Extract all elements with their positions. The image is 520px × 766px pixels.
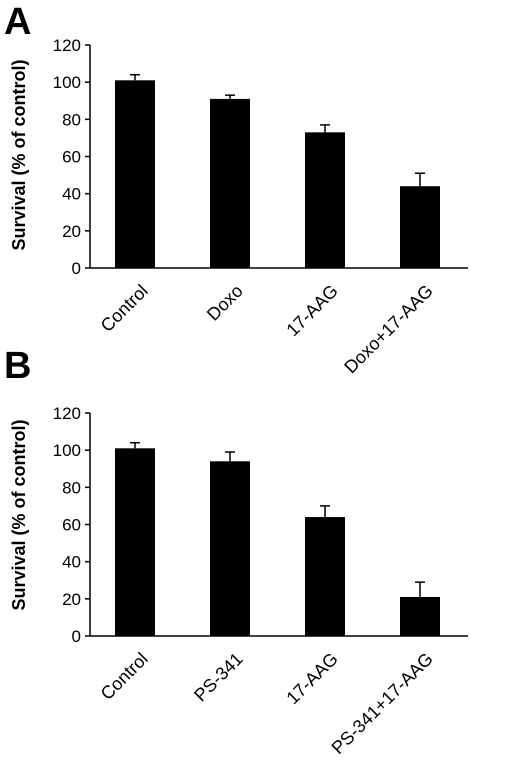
bars <box>115 73 440 269</box>
y-tick-label: 120 <box>53 404 81 423</box>
bar <box>305 517 345 636</box>
bar <box>210 461 250 636</box>
y-tick-label: 40 <box>62 185 81 204</box>
panel-a: A Survival (% of control) 0 20 40 60 80 100 12… <box>4 1 468 377</box>
category-label: Control <box>97 281 152 336</box>
bar <box>115 80 155 268</box>
bar <box>210 98 250 269</box>
category-label: Doxo <box>203 281 247 325</box>
panel-label: B <box>4 345 31 387</box>
panel-b: B Survival (% of control) 0 20 40 60 80 100 12… <box>4 345 468 758</box>
y-tick-label: 40 <box>62 553 81 572</box>
category-label: 17-AAG <box>282 281 341 340</box>
category-label: PS-341 <box>190 649 247 706</box>
y-tick-label: 60 <box>62 516 81 535</box>
y-tick-label: 20 <box>62 222 81 241</box>
y-tick-label: 0 <box>72 627 81 646</box>
y-axis-title: Survival (% of control) <box>9 59 29 250</box>
panel-label: A <box>4 1 31 43</box>
bar <box>305 132 345 268</box>
category-label: PS-341+17-AAG <box>328 649 437 758</box>
bar <box>400 596 440 636</box>
bars <box>115 441 440 636</box>
category-label: 17-AAG <box>282 649 341 708</box>
y-axis-title: Survival (% of control) <box>9 419 29 610</box>
bar <box>400 186 440 268</box>
y-tick-label: 80 <box>62 110 81 129</box>
category-label: Doxo+17-AAG <box>340 281 437 378</box>
category-label: Control <box>97 649 152 704</box>
y-tick-label: 0 <box>72 259 81 278</box>
y-axis-ticks: 0 20 40 60 80 100 120 <box>53 404 90 646</box>
y-tick-label: 100 <box>53 441 81 460</box>
y-tick-label: 100 <box>53 73 81 92</box>
y-axis-ticks: 0 20 40 60 80 100 120 <box>53 36 90 278</box>
y-tick-label: 60 <box>62 148 81 167</box>
y-tick-label: 80 <box>62 478 81 497</box>
bar <box>115 448 155 636</box>
y-tick-label: 120 <box>53 36 81 55</box>
y-tick-label: 20 <box>62 590 81 609</box>
